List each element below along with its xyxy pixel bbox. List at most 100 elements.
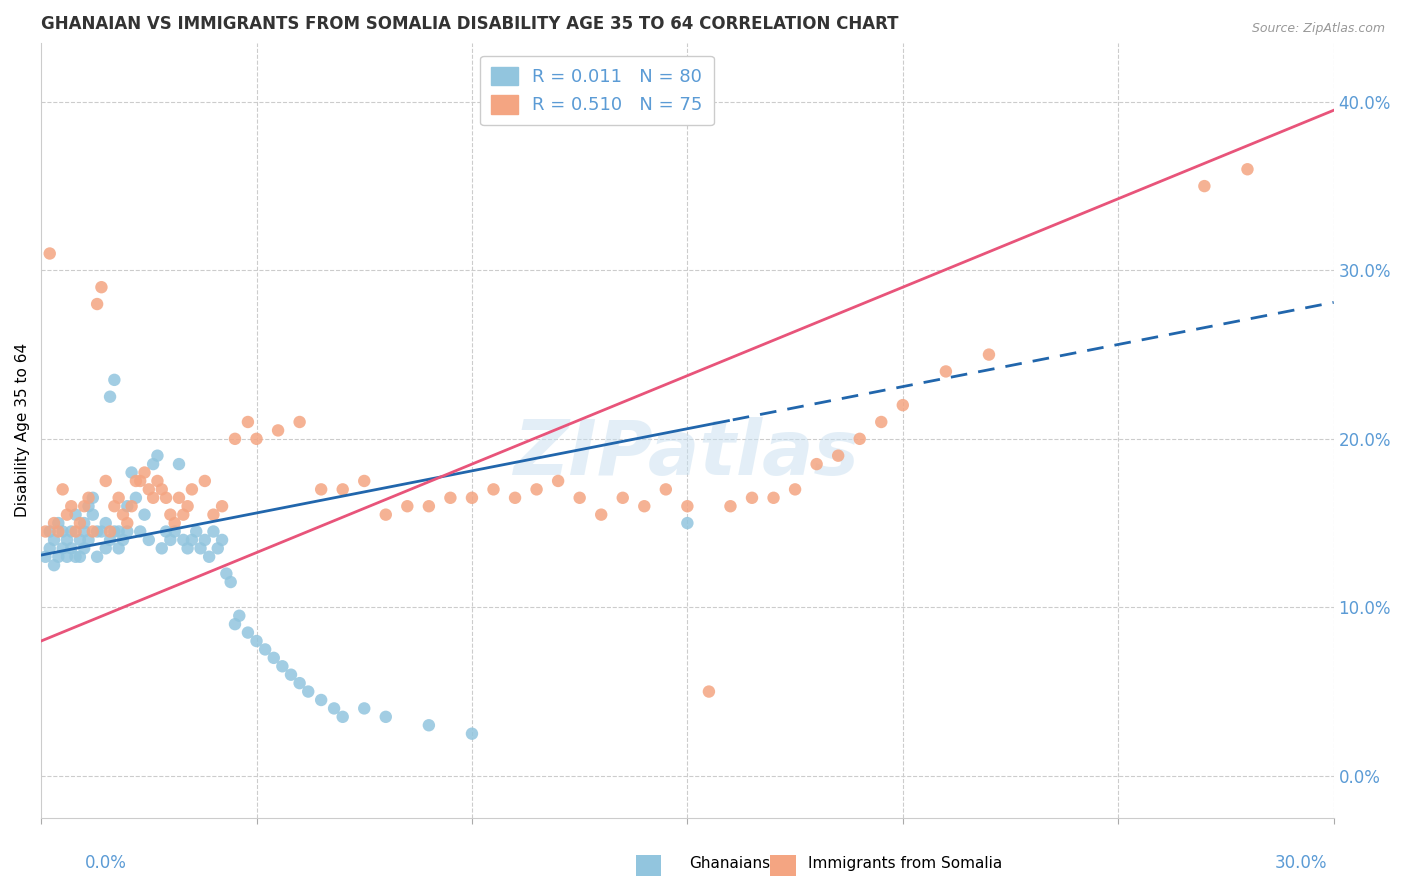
Point [254, 642, 277, 657]
Point [374, 710, 396, 724]
Point [146, 449, 169, 463]
Point [42, 533, 65, 547]
Point [353, 474, 375, 488]
Point [98, 533, 121, 547]
Point [103, 373, 125, 387]
Point [121, 500, 143, 514]
Point [332, 483, 354, 497]
Point [547, 474, 569, 488]
Point [288, 415, 311, 429]
Text: ZIPatlas: ZIPatlas [515, 417, 860, 491]
Point [52, 524, 75, 539]
Point [720, 500, 742, 514]
Point [224, 617, 246, 632]
Point [69, 549, 91, 564]
Point [806, 457, 828, 471]
Legend: R = 0.011   N = 80, R = 0.510   N = 75: R = 0.011 N = 80, R = 0.510 N = 75 [479, 56, 714, 125]
Point [228, 608, 250, 623]
Point [73, 524, 96, 539]
Point [142, 457, 165, 471]
Point [56, 508, 79, 522]
Point [73, 541, 96, 556]
Point [38, 524, 60, 539]
Point [86, 524, 108, 539]
Point [977, 348, 1000, 362]
Point [121, 466, 143, 480]
Point [60, 500, 83, 514]
Text: Immigrants from Somalia: Immigrants from Somalia [808, 856, 1002, 871]
Point [73, 500, 96, 514]
Point [52, 483, 75, 497]
Point [82, 524, 104, 539]
Point [288, 676, 311, 690]
Point [202, 508, 225, 522]
Point [236, 625, 259, 640]
Point [46, 524, 69, 539]
Point [56, 549, 79, 564]
Point [94, 474, 117, 488]
Point [280, 667, 302, 681]
Point [42, 516, 65, 530]
Point [503, 491, 526, 505]
Point [482, 483, 505, 497]
Point [34, 524, 56, 539]
Point [245, 432, 267, 446]
Point [134, 466, 156, 480]
Point [94, 541, 117, 556]
Point [207, 541, 229, 556]
Point [198, 549, 221, 564]
Point [129, 524, 152, 539]
Point [332, 710, 354, 724]
Point [38, 541, 60, 556]
Point [167, 491, 190, 505]
Point [245, 634, 267, 648]
Point [202, 524, 225, 539]
Point [56, 533, 79, 547]
Point [163, 516, 186, 530]
Point [117, 524, 139, 539]
Point [34, 549, 56, 564]
Point [46, 549, 69, 564]
Point [65, 508, 87, 522]
Point [633, 500, 655, 514]
Point [267, 424, 290, 438]
Point [73, 516, 96, 530]
Point [138, 533, 160, 547]
Point [167, 457, 190, 471]
Point [46, 516, 69, 530]
Point [848, 432, 870, 446]
Point [190, 541, 212, 556]
Point [103, 500, 125, 514]
Text: GHANAIAN VS IMMIGRANTS FROM SOMALIA DISABILITY AGE 35 TO 64 CORRELATION CHART: GHANAIAN VS IMMIGRANTS FROM SOMALIA DISA… [41, 15, 898, 33]
Text: Source: ZipAtlas.com: Source: ZipAtlas.com [1251, 22, 1385, 36]
Point [697, 684, 720, 698]
Point [891, 398, 914, 412]
Point [82, 491, 104, 505]
Point [215, 566, 238, 581]
Point [107, 541, 129, 556]
Point [526, 483, 548, 497]
Point [65, 524, 87, 539]
Y-axis label: Disability Age 35 to 64: Disability Age 35 to 64 [15, 343, 30, 517]
Point [107, 524, 129, 539]
Point [176, 541, 198, 556]
Point [1194, 179, 1216, 194]
Point [211, 500, 233, 514]
Point [194, 533, 217, 547]
Point [297, 684, 319, 698]
Point [676, 500, 699, 514]
Text: Ghanaians: Ghanaians [689, 856, 770, 871]
Point [461, 491, 484, 505]
Point [155, 524, 177, 539]
Point [86, 297, 108, 311]
Point [591, 508, 613, 522]
Point [236, 415, 259, 429]
Point [98, 524, 121, 539]
Point [146, 474, 169, 488]
Point [870, 415, 893, 429]
Point [159, 508, 181, 522]
Point [77, 533, 100, 547]
Point [172, 533, 194, 547]
Point [935, 364, 957, 378]
Point [309, 693, 332, 707]
